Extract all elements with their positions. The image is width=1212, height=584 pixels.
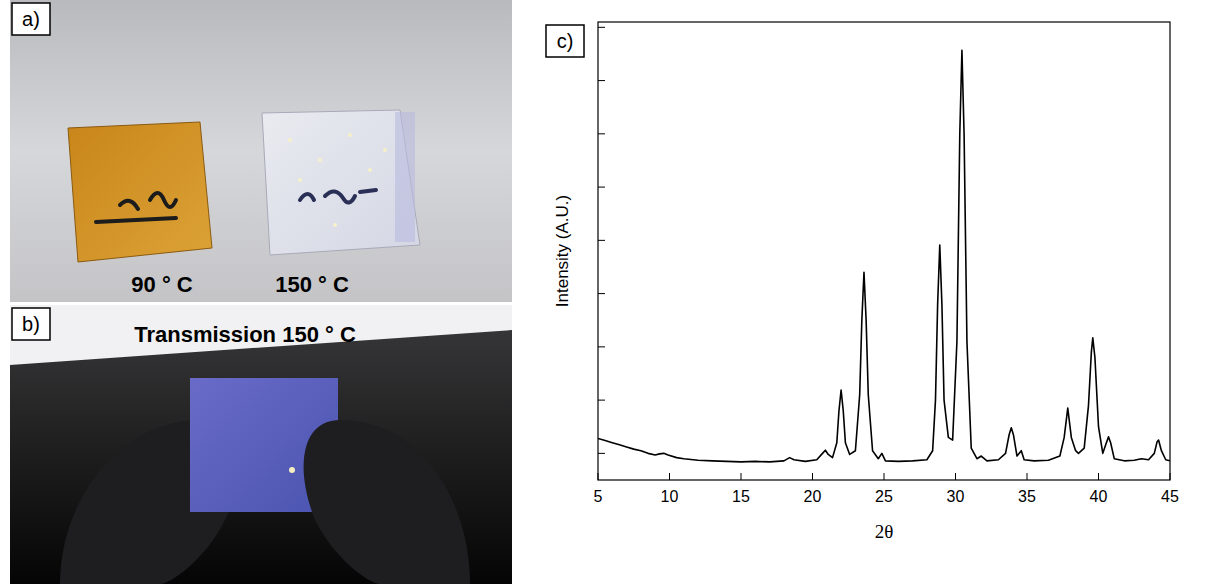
figure: 90 ° C 150 ° C a) Transmission 150 ° C b) 5 10… [0, 0, 1212, 584]
y-tick [598, 133, 605, 134]
sparkle [348, 133, 352, 137]
slide-150c [262, 110, 420, 255]
panel-letter: c) [557, 30, 574, 52]
y-tick [598, 80, 605, 81]
x-tick [669, 473, 670, 480]
x-tick [1027, 473, 1028, 480]
y-tick [598, 27, 605, 28]
sparkle [318, 158, 322, 162]
x-tick [884, 473, 885, 480]
panel-letter-box [546, 25, 584, 57]
photo-label: 150 ° C [275, 272, 349, 297]
y-tick [598, 187, 605, 188]
x-tick-label: 10 [661, 488, 679, 505]
sparkle [288, 138, 292, 142]
xrd-line [598, 50, 1170, 462]
x-tick [955, 473, 956, 480]
x-tick [812, 473, 813, 480]
light-area [10, 305, 512, 365]
x-tick [1098, 473, 1099, 480]
y-tick [598, 293, 605, 294]
x-tick [741, 473, 742, 480]
photo-label: 90 ° C [131, 272, 192, 297]
y-tick [598, 400, 605, 401]
x-tick-label: 5 [594, 488, 603, 505]
sparkle [289, 467, 295, 473]
y-tick [598, 453, 605, 454]
plot-frame [598, 22, 1170, 480]
x-tick-label: 30 [947, 488, 965, 505]
figure-root: 90 ° C 150 ° C a) Transmission 150 ° C b) 5 10… [0, 0, 1212, 584]
y-tick [598, 240, 605, 241]
panel-letter: a) [22, 8, 40, 30]
slide-edge [395, 112, 415, 242]
ink-marking [300, 190, 376, 203]
x-tick-label: 15 [732, 488, 750, 505]
photo-b-background [10, 305, 512, 584]
plot-area [598, 50, 1170, 462]
x-tick-label: 45 [1161, 488, 1179, 505]
panel-letter: b) [22, 313, 40, 335]
ink-marking [96, 193, 176, 222]
photo-a-background [10, 0, 512, 302]
x-tick-label: 40 [1090, 488, 1108, 505]
x-axis-title: 2θ [875, 521, 894, 542]
panel-letter-box [12, 308, 50, 340]
glove-right [304, 420, 470, 584]
sparkle [298, 178, 302, 182]
x-tick-label: 25 [875, 488, 893, 505]
x-tick-label: 35 [1018, 488, 1036, 505]
y-tick [598, 346, 605, 347]
slide-90c [68, 122, 212, 262]
sparkle [333, 223, 337, 227]
photo-title: Transmission 150 ° C [134, 322, 356, 347]
y-axis-title: Intensity (A.U.) [553, 195, 572, 307]
sparkle [383, 148, 387, 152]
sparkle [368, 168, 372, 172]
panel-letter-box [12, 3, 50, 35]
x-tick-label: 20 [804, 488, 822, 505]
